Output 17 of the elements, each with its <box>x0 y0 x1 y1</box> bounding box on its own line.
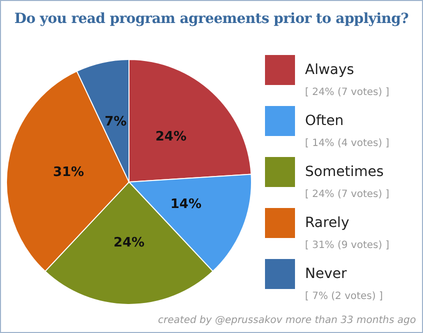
text: [ 24% (7 votes) ] <box>305 87 390 98</box>
text: created by @eprussakov more than 33 months ago <box>158 315 416 326</box>
text: [ 14% (4 votes) ] <box>305 138 390 149</box>
legend-label: Always <box>305 62 354 78</box>
data-label: 24% <box>155 130 186 145</box>
text: [ 31% (9 votes) ] <box>305 240 390 251</box>
data-label: 24% <box>113 236 145 251</box>
text: [ 7% (2 votes) ] <box>305 291 384 302</box>
text: [ 24% (7 votes) ] <box>305 189 390 200</box>
legend-label: Sometimes <box>305 164 384 180</box>
data-label: 31% <box>52 164 84 180</box>
legend-label: Often <box>305 113 344 129</box>
chart-title: Do you read program agreements prior to applying? <box>13 11 410 27</box>
legend-label: Rarely <box>305 215 350 231</box>
legend-label: Never <box>305 266 347 282</box>
data-label: 7% <box>104 114 127 130</box>
data-label: 14% <box>170 196 202 212</box>
